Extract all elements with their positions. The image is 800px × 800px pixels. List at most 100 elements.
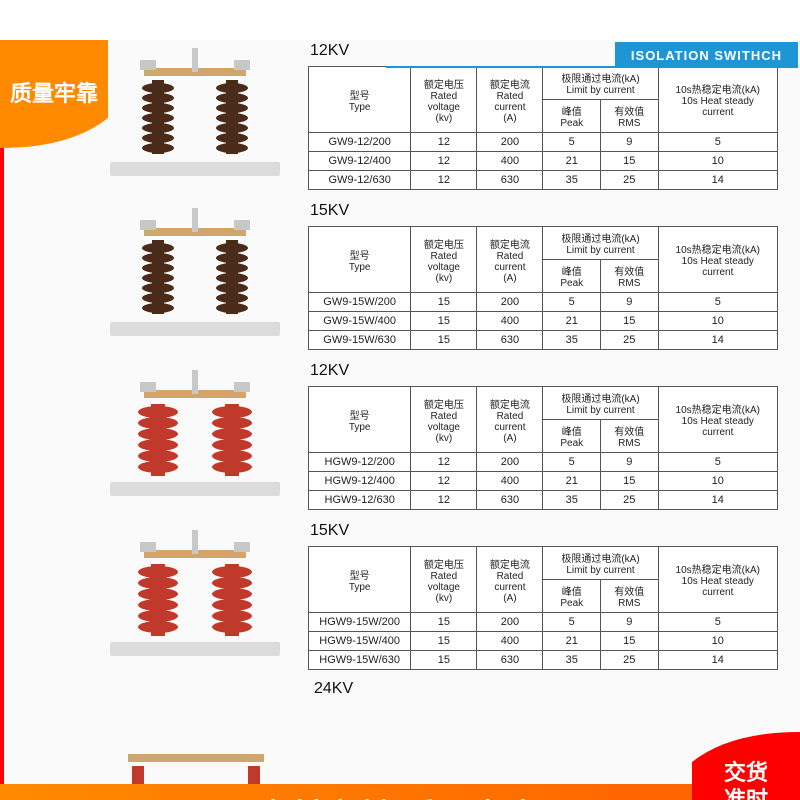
badge-quality-text: 质量牢靠 <box>10 80 98 108</box>
cell-type: GW9-15W/200 <box>309 293 411 312</box>
badge-delivery: 交货 准时 <box>692 732 800 800</box>
voltage-label: 12KV <box>310 362 782 380</box>
cell-heat: 10 <box>658 632 777 651</box>
col-limit: 极限通过电流(kA)Limit by current <box>543 67 658 100</box>
cell-a: 630 <box>477 171 543 190</box>
table-row: HGW9-12/40012400211510 <box>309 472 778 491</box>
badge-delivery-line1: 交货 <box>724 760 768 785</box>
cell-heat: 5 <box>658 453 777 472</box>
cutoff-voltage-label: 24KV <box>314 680 800 698</box>
cell-a: 400 <box>477 472 543 491</box>
cell-type: GW9-15W/630 <box>309 331 411 350</box>
cell-heat: 10 <box>658 312 777 331</box>
cell-kv: 12 <box>411 152 477 171</box>
col-voltage: 额定电压Ratedvoltage(kv) <box>411 387 477 453</box>
cell-a: 630 <box>477 491 543 510</box>
col-current: 额定电流Ratedcurrent(A) <box>477 67 543 133</box>
table-row: HGW9-12/63012630352514 <box>309 491 778 510</box>
col-current: 额定电流Ratedcurrent(A) <box>477 227 543 293</box>
table-row: GW9-12/40012400211510 <box>309 152 778 171</box>
cell-type: GW9-15W/400 <box>309 312 411 331</box>
cell-heat: 5 <box>658 613 777 632</box>
badge-delivery-text: 交货 准时 <box>724 759 768 800</box>
cell-heat: 10 <box>658 152 777 171</box>
cell-rms: 15 <box>601 312 659 331</box>
cell-peak: 35 <box>543 171 601 190</box>
cell-kv: 15 <box>411 632 477 651</box>
cell-kv: 12 <box>411 171 477 190</box>
cell-kv: 12 <box>411 472 477 491</box>
voltage-label: 15KV <box>310 202 782 220</box>
cell-rms: 9 <box>601 133 659 152</box>
product-image <box>104 200 286 340</box>
cell-peak: 21 <box>543 632 601 651</box>
cell-peak: 5 <box>543 613 601 632</box>
cell-a: 200 <box>477 133 543 152</box>
cell-peak: 21 <box>543 152 601 171</box>
cell-kv: 15 <box>411 651 477 670</box>
cell-rms: 9 <box>601 613 659 632</box>
cell-type: HGW9-12/400 <box>309 472 411 491</box>
col-limit: 极限通过电流(kA)Limit by current <box>543 387 658 420</box>
cell-heat: 5 <box>658 293 777 312</box>
spec-table: 型号Type 额定电压Ratedvoltage(kv) 额定电流Ratedcur… <box>308 66 778 190</box>
cell-rms: 25 <box>601 171 659 190</box>
cell-type: HGW9-15W/400 <box>309 632 411 651</box>
col-peak: 峰值Peak <box>543 420 601 453</box>
col-current: 额定电流Ratedcurrent(A) <box>477 387 543 453</box>
col-limit: 极限通过电流(kA)Limit by current <box>543 227 658 260</box>
cell-rms: 9 <box>601 453 659 472</box>
cell-rms: 15 <box>601 472 659 491</box>
badge-delivery-line2: 准时 <box>724 787 768 800</box>
cell-kv: 12 <box>411 491 477 510</box>
section-3: 15KV 型号Type 额定电压Ratedvoltage(kv) 额定电流Rat… <box>104 520 800 670</box>
cell-a: 630 <box>477 331 543 350</box>
cell-heat: 14 <box>658 651 777 670</box>
col-heat: 10s热稳定电流(kA)10s Heat steadycurrent <box>658 387 777 453</box>
footer-banner: 真材实料 质量为本 <box>0 784 800 800</box>
col-type: 型号Type <box>309 387 411 453</box>
col-heat: 10s热稳定电流(kA)10s Heat steadycurrent <box>658 227 777 293</box>
header-bar: ISOLATION SWITHCH <box>386 42 798 68</box>
col-peak: 峰值Peak <box>543 260 601 293</box>
col-current: 额定电流Ratedcurrent(A) <box>477 547 543 613</box>
cell-heat: 5 <box>658 133 777 152</box>
col-rms: 有效值RMS <box>601 580 659 613</box>
cell-heat: 14 <box>658 491 777 510</box>
col-rms: 有效值RMS <box>601 420 659 453</box>
cell-kv: 12 <box>411 133 477 152</box>
cell-peak: 5 <box>543 133 601 152</box>
spec-table: 型号Type 额定电压Ratedvoltage(kv) 额定电流Ratedcur… <box>308 546 778 670</box>
table-row: GW9-12/63012630352514 <box>309 171 778 190</box>
cell-a: 200 <box>477 613 543 632</box>
table-row: GW9-15W/40015400211510 <box>309 312 778 331</box>
header-underline <box>386 42 615 68</box>
table-row: GW9-12/20012200595 <box>309 133 778 152</box>
table-row: HGW9-15W/40015400211510 <box>309 632 778 651</box>
cell-kv: 15 <box>411 331 477 350</box>
section-2: 12KV 型号Type 额定电压Ratedvoltage(kv) 额定电流Rat… <box>104 360 800 510</box>
cell-a: 400 <box>477 152 543 171</box>
product-image <box>104 360 286 500</box>
page: ISOLATION SWITHCH 质量牢靠 交货 准时 12KV 型号Type… <box>0 40 800 800</box>
left-red-strip <box>0 40 4 800</box>
cell-peak: 35 <box>543 651 601 670</box>
col-heat: 10s热稳定电流(kA)10s Heat steadycurrent <box>658 547 777 613</box>
cell-peak: 21 <box>543 312 601 331</box>
cell-heat: 14 <box>658 331 777 350</box>
cell-rms: 15 <box>601 632 659 651</box>
cell-a: 400 <box>477 312 543 331</box>
spec-table: 型号Type 额定电压Ratedvoltage(kv) 额定电流Ratedcur… <box>308 226 778 350</box>
cell-peak: 35 <box>543 331 601 350</box>
cell-type: GW9-12/630 <box>309 171 411 190</box>
cell-heat: 10 <box>658 472 777 491</box>
cell-a: 630 <box>477 651 543 670</box>
cell-rms: 25 <box>601 331 659 350</box>
col-voltage: 额定电压Ratedvoltage(kv) <box>411 67 477 133</box>
col-voltage: 额定电压Ratedvoltage(kv) <box>411 227 477 293</box>
table-row: GW9-15W/63015630352514 <box>309 331 778 350</box>
cell-type: HGW9-15W/630 <box>309 651 411 670</box>
col-limit: 极限通过电流(kA)Limit by current <box>543 547 658 580</box>
cell-rms: 15 <box>601 152 659 171</box>
col-type: 型号Type <box>309 227 411 293</box>
